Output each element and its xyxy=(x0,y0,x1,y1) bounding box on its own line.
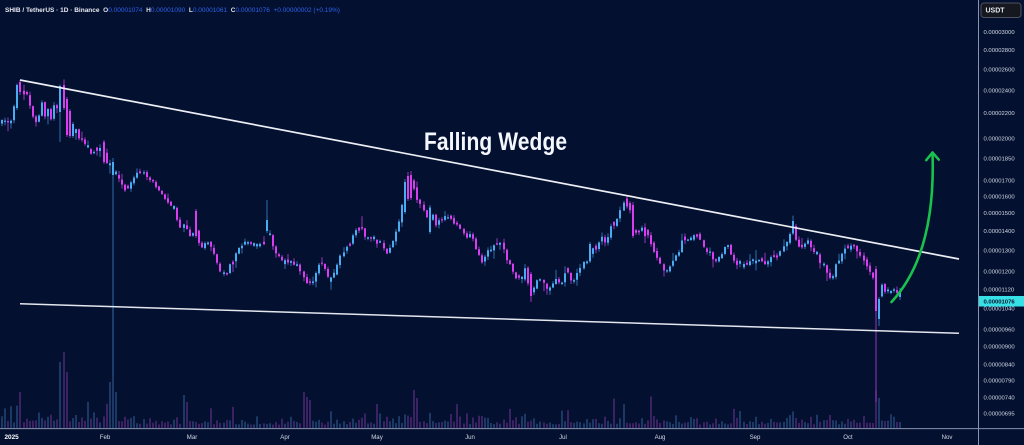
svg-text:0.00002800: 0.00002800 xyxy=(984,48,1016,54)
svg-text:0.00001120: 0.00001120 xyxy=(984,287,1015,293)
svg-text:SHIB / TetherUS · 1D · Binance: SHIB / TetherUS · 1D · Binance O0.000010… xyxy=(5,7,340,14)
svg-text:0.00000960: 0.00000960 xyxy=(984,328,1016,334)
svg-text:0.00001040: 0.00001040 xyxy=(984,307,1016,313)
svg-text:Oct: Oct xyxy=(843,434,853,441)
svg-text:0.00001500: 0.00001500 xyxy=(984,211,1016,217)
svg-text:0.00001300: 0.00001300 xyxy=(984,249,1016,255)
svg-text:0.00001200: 0.00001200 xyxy=(984,269,1016,275)
svg-text:Jun: Jun xyxy=(465,434,475,441)
svg-text:0.00000790: 0.00000790 xyxy=(984,378,1016,384)
svg-text:Sep: Sep xyxy=(750,434,761,441)
svg-text:May: May xyxy=(371,434,383,441)
svg-text:0.00001076: 0.00001076 xyxy=(984,300,1016,306)
svg-text:0.00000900: 0.00000900 xyxy=(984,344,1016,350)
svg-text:0.00000695: 0.00000695 xyxy=(984,412,1016,418)
svg-text:0.00002600: 0.00002600 xyxy=(984,67,1016,73)
svg-text:0.00001850: 0.00001850 xyxy=(984,157,1016,163)
svg-text:0.00000740: 0.00000740 xyxy=(984,395,1016,401)
svg-text:0.00001700: 0.00001700 xyxy=(984,179,1016,185)
svg-text:Falling Wedge: Falling Wedge xyxy=(424,128,567,156)
svg-text:Mar: Mar xyxy=(187,434,198,441)
svg-text:0.00000840: 0.00000840 xyxy=(984,362,1016,368)
svg-text:0.00001400: 0.00001400 xyxy=(984,229,1016,235)
svg-text:0.00002400: 0.00002400 xyxy=(984,88,1016,94)
svg-text:Feb: Feb xyxy=(100,434,111,441)
svg-text:Nov: Nov xyxy=(942,434,954,441)
svg-text:USDT: USDT xyxy=(986,8,1006,15)
svg-text:Jul: Jul xyxy=(559,434,567,441)
svg-text:0.00003000: 0.00003000 xyxy=(984,30,1016,36)
svg-text:0.00002200: 0.00002200 xyxy=(984,111,1016,117)
svg-text:Apr: Apr xyxy=(280,434,289,441)
svg-text:0.00002000: 0.00002000 xyxy=(984,136,1016,142)
svg-text:Aug: Aug xyxy=(655,434,666,441)
svg-text:0.00001600: 0.00001600 xyxy=(984,194,1016,200)
svg-text:2025: 2025 xyxy=(5,434,20,441)
